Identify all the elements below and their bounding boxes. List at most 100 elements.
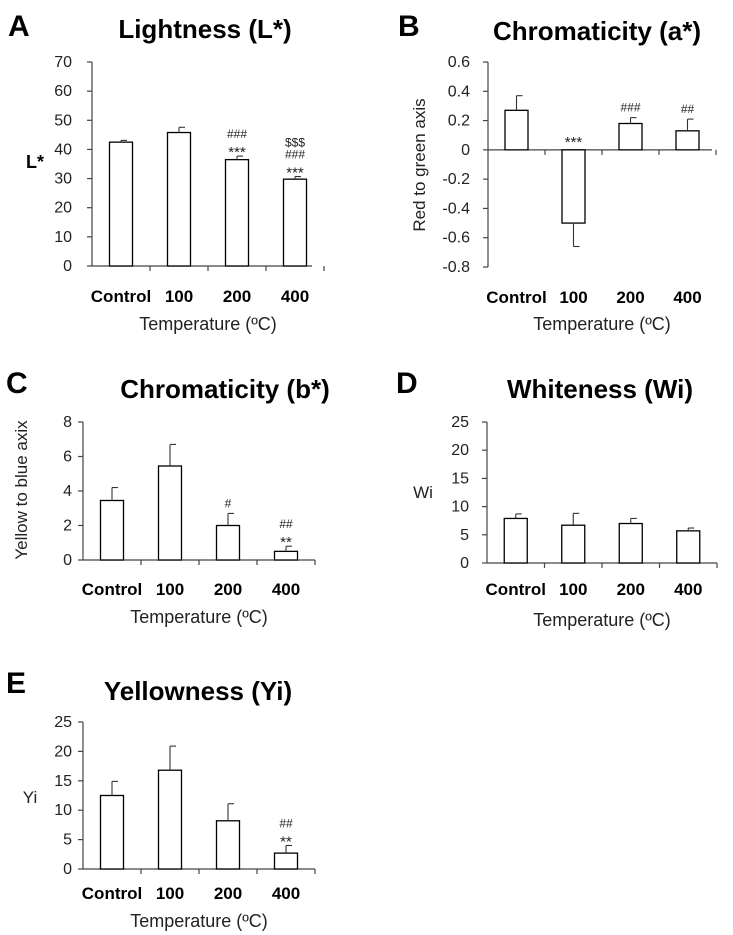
bar-200 — [215, 524, 241, 561]
x-category-label: 400 — [673, 288, 701, 307]
y-tick-label: 20 — [54, 200, 72, 217]
y-tick-label: 2 — [63, 518, 72, 535]
y-tick-label: 30 — [54, 171, 72, 188]
y-tick-label: 0 — [63, 861, 72, 878]
bar-200 — [618, 122, 643, 151]
y-tick-label: 10 — [54, 802, 72, 819]
y-tick-label: 5 — [460, 527, 469, 544]
bar-100 — [561, 524, 586, 564]
x-category-label: Control — [486, 580, 546, 599]
x-category-label: 200 — [617, 580, 645, 599]
x-category-label: Control — [91, 287, 151, 306]
x-category-label: 400 — [281, 287, 309, 306]
bar-control — [99, 499, 125, 561]
x-category-label: 100 — [156, 884, 184, 903]
significance-mark: ### — [620, 101, 640, 115]
panel-letter: E — [6, 667, 26, 700]
significance-mark: ## — [279, 816, 293, 830]
x-axis-label: Temperature (ºC) — [130, 911, 268, 931]
y-tick-label: 15 — [451, 470, 469, 487]
x-axis-label: Temperature (ºC) — [139, 314, 277, 334]
y-tick-label: 0 — [461, 142, 470, 159]
bar-200 — [215, 820, 241, 870]
x-category-label: 100 — [165, 287, 193, 306]
x-category-label: Control — [486, 288, 546, 307]
significance-mark: *** — [286, 165, 304, 182]
panel-letter: C — [6, 367, 28, 400]
y-axis-label: Red to green axis — [410, 98, 429, 231]
chart-panel-c: C Chromaticity (b*) 0 2 4 6 8 Yellow to blue ax… — [6, 367, 330, 627]
y-tick-label: 8 — [63, 414, 72, 431]
y-tick-label: -0.2 — [442, 171, 470, 188]
y-tick-label: 0 — [63, 552, 72, 569]
significance-mark: *** — [228, 144, 246, 161]
y-tick-label: -0.6 — [442, 230, 470, 247]
chart-title: Lightness (L*) — [118, 14, 291, 44]
y-tick-label: 40 — [54, 141, 72, 158]
y-tick-label: 0.2 — [448, 113, 470, 130]
significance-mark: ### — [285, 148, 305, 162]
y-tick-label: 20 — [54, 743, 72, 760]
chart-panel-e: E Yellowness (Yi) 0 5 10 15 20 25 Yi Control 100 20… — [6, 667, 316, 931]
x-category-label: 200 — [214, 884, 242, 903]
bar-100 — [157, 769, 183, 870]
y-tick-label: 0 — [460, 555, 469, 572]
x-category-label: Control — [82, 884, 142, 903]
y-tick-label: 70 — [54, 54, 72, 71]
x-category-label: 100 — [559, 288, 587, 307]
y-axis-label: L* — [26, 152, 44, 172]
bar-400 — [676, 530, 701, 564]
chart-panel-d: D Whiteness (Wi) 0 5 10 15 20 25 Wi Control 100 200… — [396, 367, 718, 630]
x-axis-label: Temperature (ºC) — [533, 610, 671, 630]
significance-mark: ** — [280, 833, 292, 850]
y-tick-label: 10 — [451, 499, 469, 516]
bar-100 — [166, 131, 192, 267]
bar-400 — [675, 130, 700, 151]
y-axis-label: Wi — [413, 483, 433, 502]
bar-400 — [282, 178, 308, 267]
y-tick-label: 10 — [54, 229, 72, 246]
y-tick-label: 25 — [451, 414, 469, 431]
chart-panel-b: B Chromaticity (a*) -0.8 -0.6 -0.4 -0.2 0 0.2 0.… — [398, 10, 717, 334]
x-category-label: 400 — [272, 884, 300, 903]
bar-control — [504, 109, 529, 151]
x-category-label: 200 — [616, 288, 644, 307]
y-tick-label: 6 — [63, 449, 72, 466]
chart-panel-a: A Lightness (L*) 0 10 20 30 40 50 60 70 L* Control 1… — [8, 10, 325, 334]
significance-mark: $$$ — [285, 136, 305, 150]
y-tick-label: 25 — [54, 714, 72, 731]
y-tick-label: 0.4 — [448, 83, 470, 100]
panel-letter: A — [8, 10, 30, 43]
chart-title: Chromaticity (a*) — [493, 16, 701, 46]
significance-mark: ## — [279, 517, 293, 531]
x-category-label: 400 — [674, 580, 702, 599]
bar-400 — [273, 852, 299, 870]
x-axis-label: Temperature (ºC) — [130, 607, 268, 627]
bar-200 — [618, 522, 643, 564]
significance-mark: *** — [565, 134, 583, 151]
significance-mark: ### — [227, 127, 247, 141]
y-tick-label: 15 — [54, 773, 72, 790]
bar-100 — [157, 465, 183, 561]
x-category-label: 200 — [223, 287, 251, 306]
x-category-label: Control — [82, 580, 142, 599]
bar-200 — [224, 158, 250, 267]
bar-400 — [273, 550, 299, 561]
x-category-label: 100 — [559, 580, 587, 599]
x-axis-label: Temperature (ºC) — [533, 314, 671, 334]
y-axis-label: Yi — [23, 788, 38, 807]
x-category-label: 200 — [214, 580, 242, 599]
panel-letter: B — [398, 10, 420, 43]
x-category-label: 400 — [272, 580, 300, 599]
panel-letter: D — [396, 367, 418, 400]
y-tick-label: 60 — [54, 83, 72, 100]
bar-control — [108, 141, 134, 267]
y-tick-label: 4 — [63, 483, 72, 500]
significance-mark: ## — [681, 102, 695, 116]
bar-control — [99, 794, 125, 870]
chart-title: Chromaticity (b*) — [120, 374, 329, 404]
bar-control — [503, 517, 528, 564]
x-category-label: 100 — [156, 580, 184, 599]
y-tick-label: 0.6 — [448, 54, 470, 71]
